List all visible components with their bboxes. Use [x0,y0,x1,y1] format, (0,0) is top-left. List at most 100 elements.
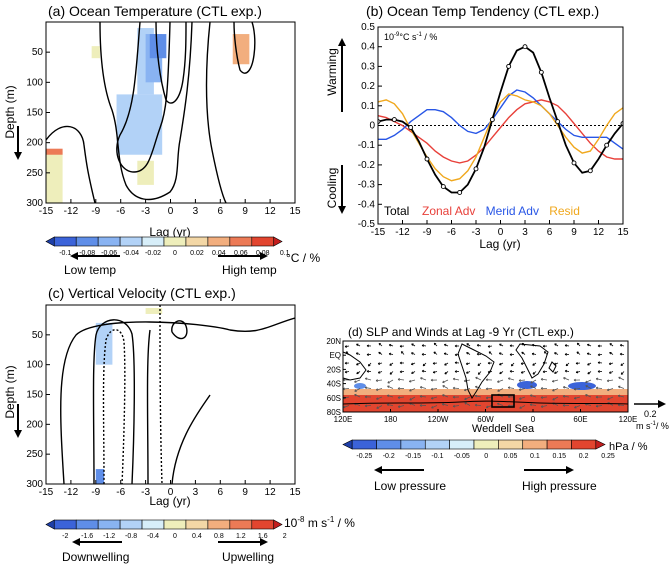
wind-vector-head [576,351,579,354]
panel-d-high-pressure-edge [343,389,628,395]
shaded-cell [145,307,163,314]
series-marker [473,166,479,172]
wind-vector-head [507,377,511,381]
y-tick-label: 250 [26,168,43,179]
wind-vector-head [452,386,455,390]
x-tick-label: -12 [64,206,79,217]
colorbar-swatch [53,519,77,530]
x-tick-label: 12 [265,487,277,498]
x-tick-label: 12 [593,227,605,238]
shaded-cell [95,322,113,365]
series-line [378,89,623,150]
wind-vector-head [497,402,500,406]
wind-vector-head [375,379,379,382]
wind-vector-head [573,378,576,382]
y-tick-label: 200 [26,138,43,149]
wind-vector-head [474,403,477,407]
wind-vector [420,377,427,381]
colorbar-swatch [119,519,143,530]
wind-vector [364,405,372,407]
series-marker [522,44,528,50]
colorbar-swatch [97,519,121,530]
panel-a-contour-neg-core [155,22,187,104]
wind-vector [486,405,493,408]
wind-vector-head [575,370,579,374]
x-tick-label: 9 [242,206,248,217]
wind-vector [574,396,581,399]
colorbar-swatch [424,439,450,450]
wind-vector [376,396,383,400]
shaded-cell [116,94,163,155]
wind-vector-head [356,371,359,375]
wind-vector [585,385,592,389]
wind-vector-head [475,385,478,389]
wind-vector-head [442,380,445,384]
wind-vector-head [564,369,568,373]
wind-vector [574,405,581,409]
panel-c-shading [95,307,163,484]
colorbar-swatch [229,519,253,530]
colorbar-swatch [400,439,426,450]
colorbar-swatch [351,439,377,450]
wind-vector-head [378,351,381,355]
shaded-cell [137,160,154,185]
wind-vector [409,379,416,383]
wind-vector-head [442,394,445,397]
x-tick-label: 120E [334,415,353,424]
colorbar-swatch [251,236,275,247]
wind-vector-head [618,385,621,389]
panel-b-warming-label: Warming [325,48,339,96]
panel-a-axes: -15 -12 -9 -6 -3 0 3 6 9 12 15 50 100 150 200 250 300 [26,47,301,217]
colorbar-tick-label: 0 [484,453,488,460]
wind-vector [519,396,526,400]
wind-vector-head [430,396,434,400]
panel-d-reference-unit: m s-1/ % [636,421,669,431]
wind-vector-head [397,378,401,381]
wind-vector-head [432,370,436,374]
wind-vector-head [562,386,566,389]
colorbar-swatch [522,439,548,450]
wind-vector [442,379,449,383]
panel-d-high-label: High pressure [522,479,597,493]
panel-a-ylabel: Depth (m) [3,85,17,138]
wind-vector-head [530,380,533,384]
wind-vector-head [387,385,390,389]
wind-vector-head [420,377,423,380]
panel-c-up-label: Upwelling [222,550,274,564]
shaded-cell [46,148,63,155]
x-tick-label: 15 [289,206,301,217]
colorbar-swatch [498,439,524,450]
wind-vector [552,396,559,401]
wind-vector [420,386,427,389]
wind-vector-head [397,405,401,408]
panel-d-region-label: Weddell Sea [472,423,535,435]
wind-vector-head [454,344,457,348]
colorbar-tick-label: 0.2 [579,453,589,460]
wind-vector [540,396,548,399]
y-tick-label: -0.2 [358,160,376,171]
wind-vector [397,396,405,399]
colorbar-tick-label: 0.15 [552,453,566,460]
x-tick-label: -15 [39,206,54,217]
wind-vector [464,402,471,406]
colorbar-tick-label: -0.15 [405,453,421,460]
wind-vector-head [354,380,357,383]
wind-vector-head [354,393,357,397]
colorbar-tick-label: -0.02 [145,250,161,257]
x-tick-label: 9 [242,487,248,498]
x-tick-label: -6 [116,206,125,217]
panel-a-xlabel: Lag (yr) [149,225,190,239]
wind-vector-head [607,397,610,401]
wind-vector-head [419,386,423,389]
wind-vector [497,388,504,392]
wind-vector [354,394,361,398]
wind-vector-head [519,397,522,400]
wind-vector-head [421,344,425,347]
wind-vector-head [475,376,478,380]
y-tick-label: -0.1 [358,140,376,151]
wind-vector [595,387,603,389]
wind-vector [585,394,592,398]
colorbar-swatch [185,519,209,530]
wind-vector-head [364,395,367,399]
panel-c-contour-dotted-center [159,305,163,484]
